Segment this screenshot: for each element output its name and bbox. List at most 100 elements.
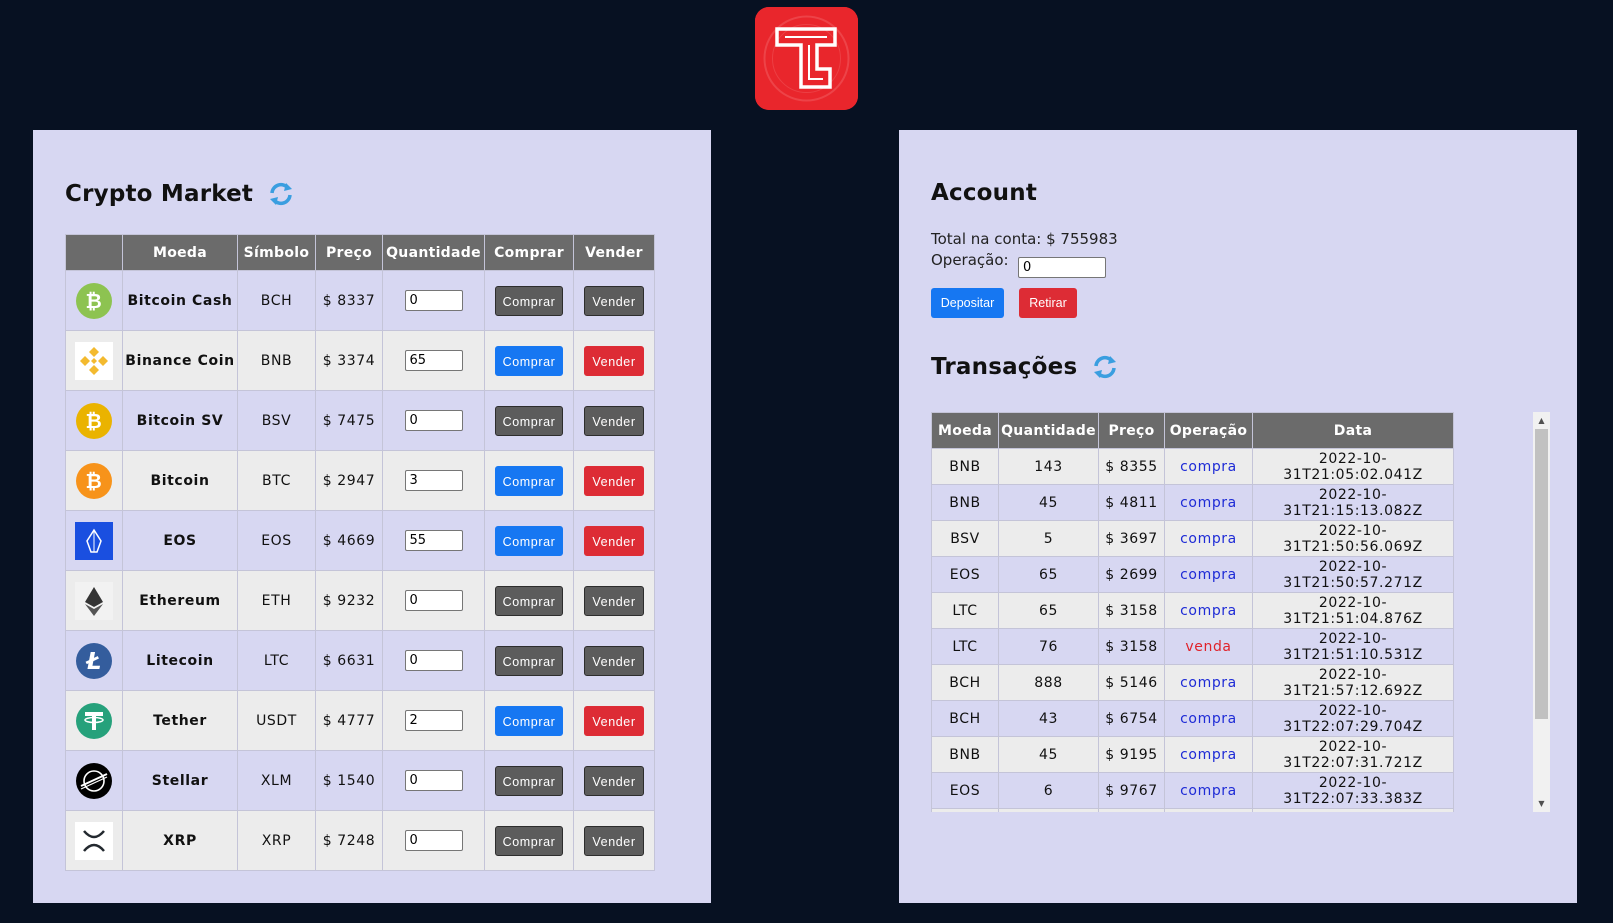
transaction-row: LTC 76 $ 3158 venda 2022-10-31T21:51:10.531Z: [931, 628, 1454, 665]
col-logo: [65, 234, 123, 271]
sell-button[interactable]: Vender: [584, 465, 644, 496]
buy-button[interactable]: Comprar: [495, 825, 563, 856]
tx-coin: BSV: [931, 520, 999, 557]
quantity-cell: [382, 570, 485, 631]
tx-date: 2022-10-31T22:07:33.383Z: [1252, 772, 1454, 809]
buy-button[interactable]: Comprar: [495, 285, 563, 316]
col-price: Preço: [315, 234, 383, 271]
tx-quantity: 76: [998, 628, 1099, 665]
quantity-input[interactable]: [404, 590, 463, 611]
coin-name: Bitcoin: [122, 450, 238, 511]
quantity-input[interactable]: [404, 470, 463, 491]
buy-button[interactable]: Comprar: [495, 705, 563, 736]
quantity-input[interactable]: [404, 350, 463, 371]
coin-price: $ 3374: [315, 330, 383, 391]
tx-coin: [931, 808, 999, 812]
tx-price: $ 3697: [1098, 520, 1165, 557]
quantity-input[interactable]: [404, 770, 463, 791]
sell-button[interactable]: Vender: [584, 405, 644, 436]
coin-logo-cell: [65, 690, 123, 751]
coin-logo-cell: [65, 510, 123, 571]
buy-button[interactable]: Comprar: [495, 585, 563, 616]
coin-logo-cell: [65, 570, 123, 631]
tx-operation: compra: [1164, 772, 1253, 809]
withdraw-button[interactable]: Retirar: [1019, 288, 1077, 318]
sell-button[interactable]: Vender: [584, 825, 644, 856]
tether-icon: [75, 702, 113, 740]
coin-price: $ 7248: [315, 810, 383, 871]
coin-price: $ 1540: [315, 750, 383, 811]
col-buy: Comprar: [484, 234, 574, 271]
market-refresh-icon[interactable]: [267, 180, 295, 208]
tx-quantity: 45: [998, 736, 1099, 773]
buy-button[interactable]: Comprar: [495, 645, 563, 676]
transactions-refresh-icon[interactable]: [1091, 353, 1119, 381]
coin-symbol: BNB: [237, 330, 316, 391]
tx-quantity: 143: [998, 448, 1099, 485]
coin-name: EOS: [122, 510, 238, 571]
transactions-title: Transações: [931, 354, 1078, 380]
sell-button[interactable]: Vender: [584, 705, 644, 736]
buy-cell: Comprar: [484, 690, 574, 751]
tx-price: $ 9195: [1098, 736, 1165, 773]
buy-button[interactable]: Comprar: [495, 765, 563, 796]
buy-button[interactable]: Comprar: [495, 525, 563, 556]
tx-date: 2022-10-31T21:51:04.876Z: [1252, 592, 1454, 629]
coin-price: $ 9232: [315, 570, 383, 631]
quantity-input[interactable]: [404, 710, 463, 731]
tx-operation: compra: [1164, 664, 1253, 701]
scroll-up-icon[interactable]: ▲: [1538, 416, 1545, 425]
quantity-input[interactable]: [404, 290, 463, 311]
quantity-cell: [382, 810, 485, 871]
tx-price: $ 6754: [1098, 700, 1165, 737]
transactions-scrollbar[interactable]: ▲ ▼: [1533, 412, 1550, 812]
buy-cell: Comprar: [484, 390, 574, 451]
tx-coin: BNB: [931, 736, 999, 773]
sell-button[interactable]: Vender: [584, 345, 644, 376]
buy-cell: Comprar: [484, 450, 574, 511]
sell-button[interactable]: Vender: [584, 525, 644, 556]
sell-button[interactable]: Vender: [584, 285, 644, 316]
tx-quantity: 65: [998, 556, 1099, 593]
scroll-down-icon[interactable]: ▼: [1538, 799, 1545, 808]
tx-operation: compra: [1164, 448, 1253, 485]
quantity-input[interactable]: [404, 650, 463, 671]
quantity-cell: [382, 630, 485, 691]
market-table: Moeda Símbolo Preço Quantidade Comprar V…: [65, 234, 655, 871]
scroll-thumb[interactable]: [1535, 429, 1548, 719]
sell-button[interactable]: Vender: [584, 585, 644, 616]
tx-quantity: [998, 808, 1099, 812]
tx-col-quantity: Quantidade: [998, 412, 1099, 449]
sell-cell: Vender: [573, 690, 655, 751]
coin-name: Litecoin: [122, 630, 238, 691]
transaction-row: BNB 143 $ 8355 compra 2022-10-31T21:05:02.04…: [931, 448, 1454, 485]
account-total: Total na conta: $ 755983: [931, 230, 1118, 248]
buy-button[interactable]: Comprar: [495, 465, 563, 496]
buy-button[interactable]: Comprar: [495, 405, 563, 436]
tx-col-date: Data: [1252, 412, 1454, 449]
transactions-scroll-area[interactable]: Moeda Quantidade Preço Operação Data BNB…: [931, 412, 1456, 812]
sell-button[interactable]: Vender: [584, 765, 644, 796]
quantity-input[interactable]: [404, 830, 463, 851]
market-title: Crypto Market: [65, 181, 254, 207]
transactions-body: BNB 143 $ 8355 compra 2022-10-31T21:05:02.04…: [931, 448, 1454, 812]
quantity-input[interactable]: [404, 410, 463, 431]
bitcoin-sv-icon: ₿: [75, 402, 113, 440]
deposit-button[interactable]: Depositar: [931, 288, 1004, 318]
quantity-cell: [382, 330, 485, 391]
account-title: Account: [931, 180, 1038, 206]
quantity-input[interactable]: [404, 530, 463, 551]
col-quantity: Quantidade: [382, 234, 485, 271]
operation-input[interactable]: [1018, 257, 1106, 278]
tx-date: 2022-10-31T21:57:12.692Z: [1252, 664, 1454, 701]
tx-operation: compra: [1164, 484, 1253, 521]
buy-button[interactable]: Comprar: [495, 345, 563, 376]
tx-operation: compra: [1164, 736, 1253, 773]
sell-button[interactable]: Vender: [584, 645, 644, 676]
